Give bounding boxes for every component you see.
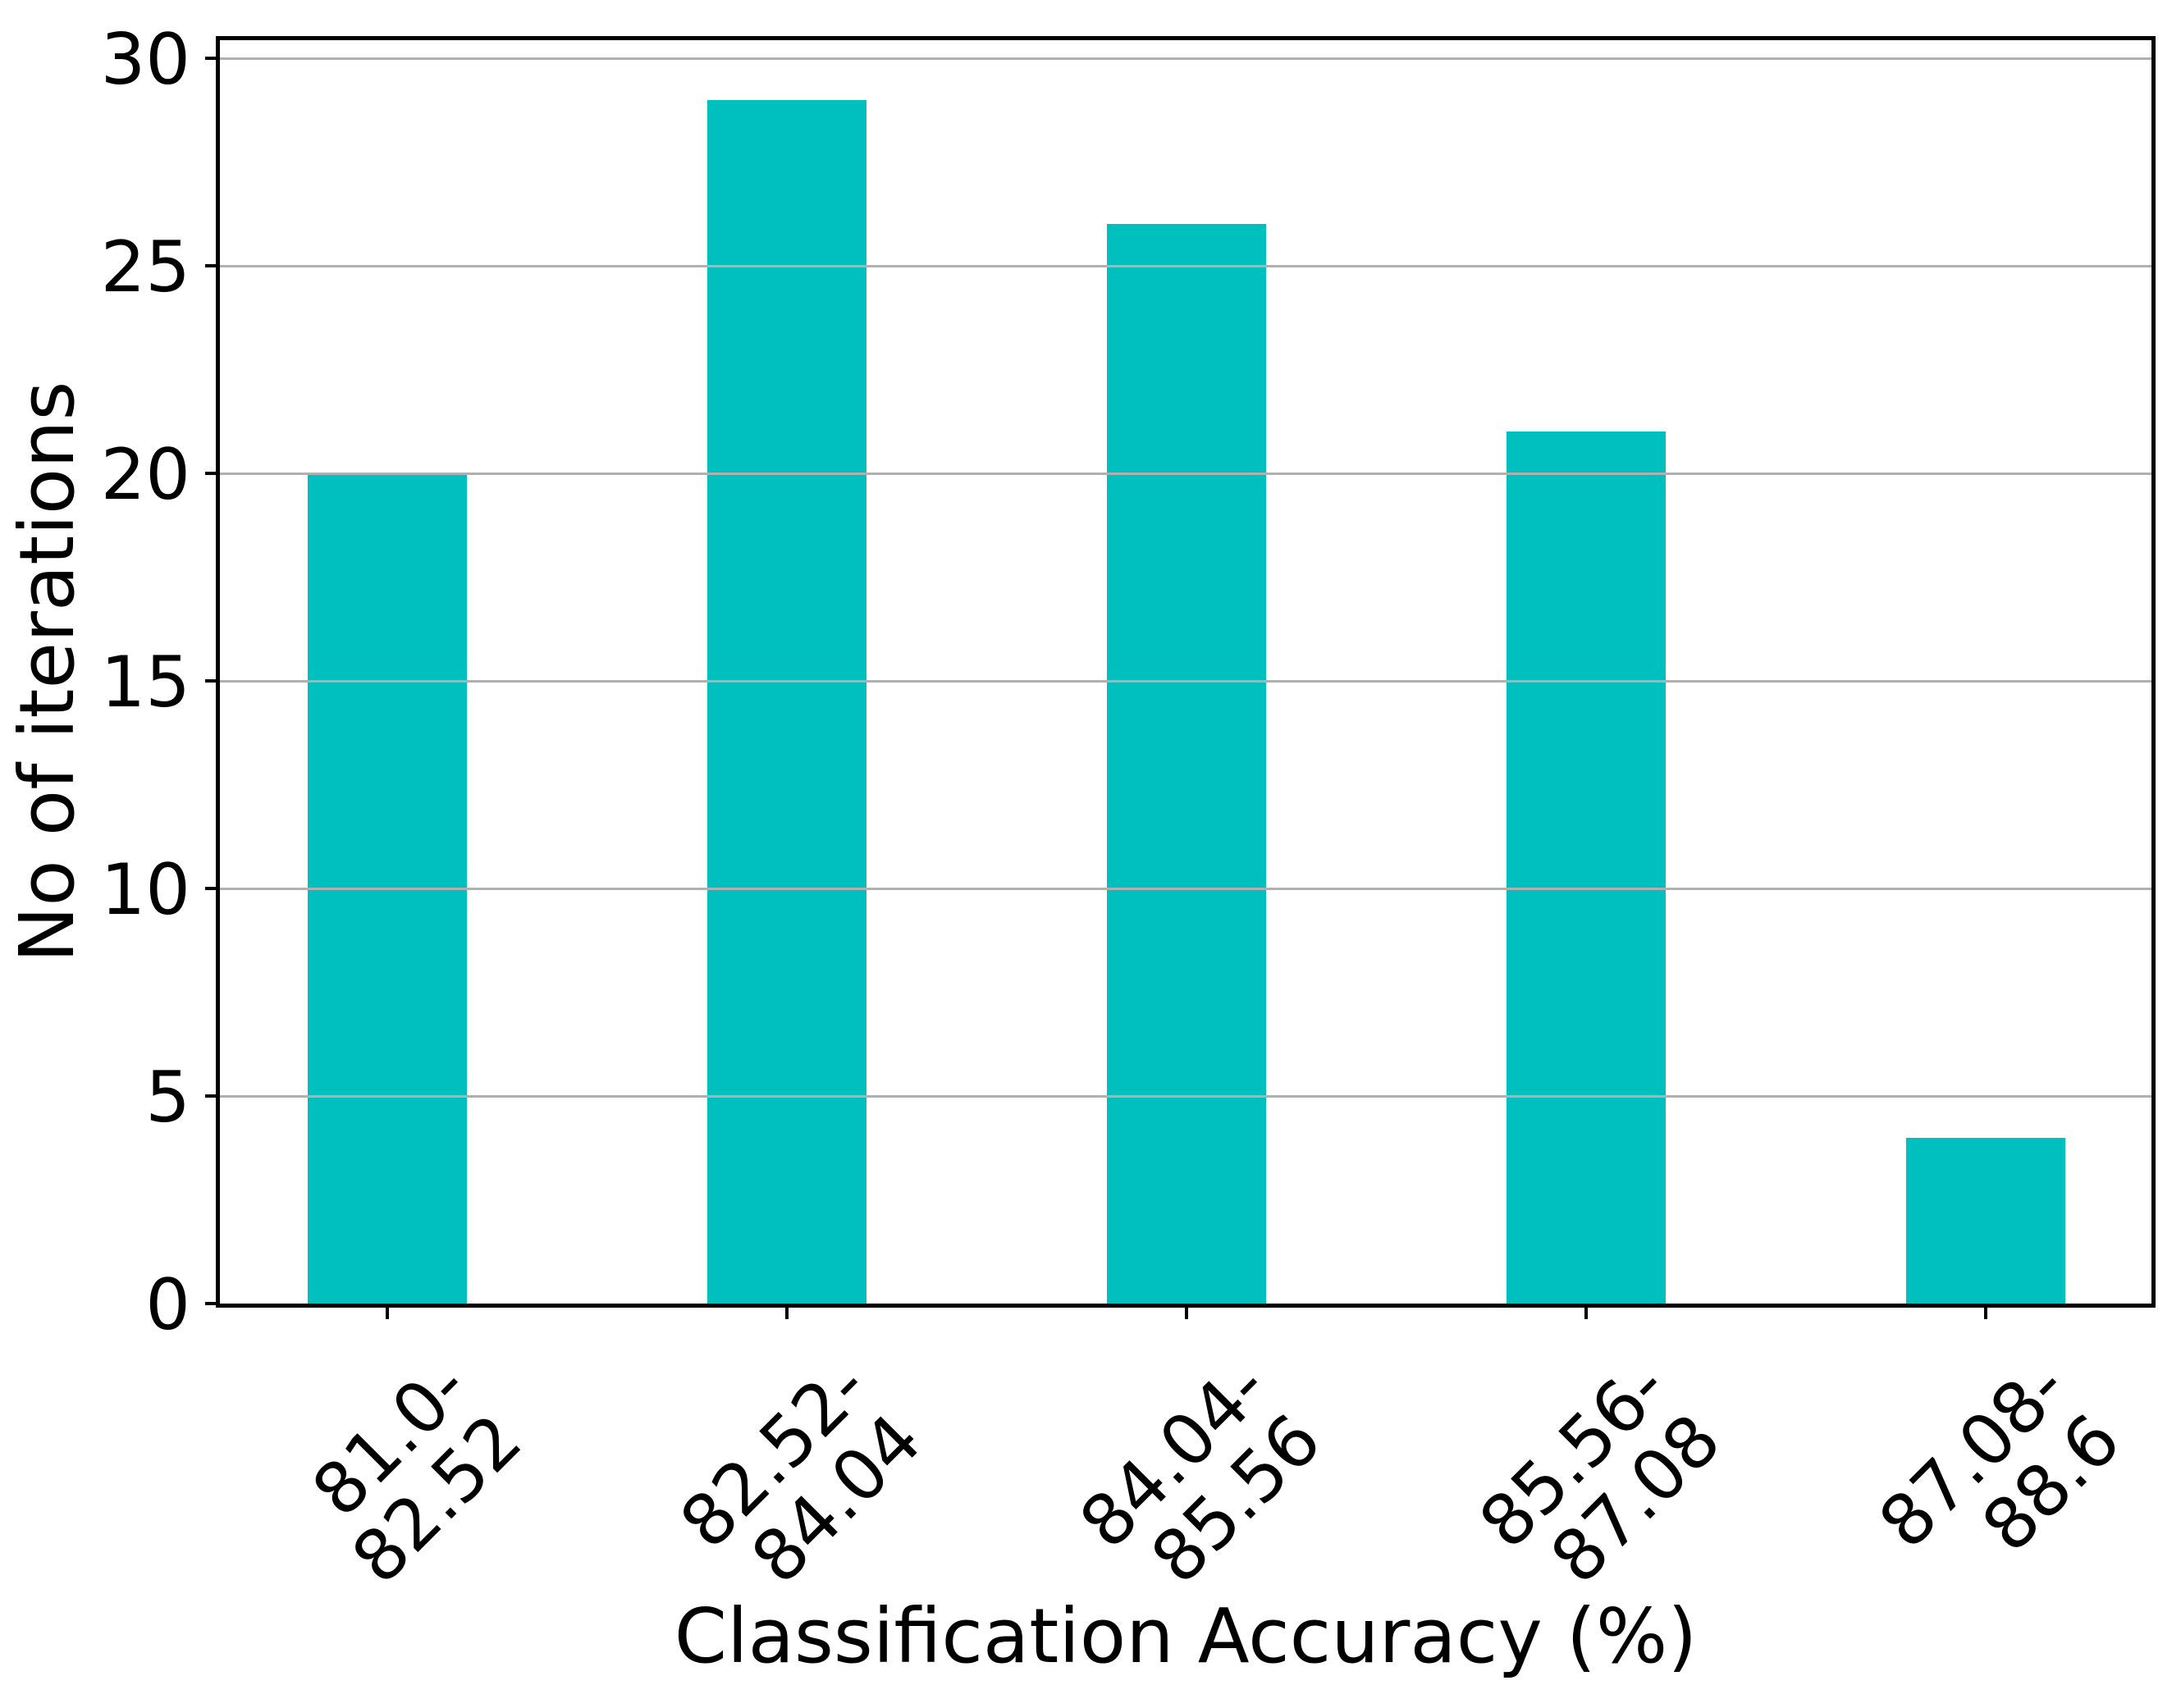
x-axis-label: Classification Accuracy (%) (674, 1592, 1698, 1680)
y-tick-label: 15 (100, 642, 190, 724)
y-tick-mark (205, 1302, 220, 1305)
x-tick-label: 81.0- 82.52 (296, 1345, 537, 1601)
y-tick-label: 30 (100, 19, 190, 101)
x-tick-mark (386, 1306, 389, 1319)
y-tick-label: 10 (100, 849, 190, 931)
plot-area (216, 36, 2156, 1308)
y-tick-label: 20 (100, 434, 190, 516)
bar (707, 99, 866, 1304)
gridline (220, 264, 2151, 267)
y-tick-mark (205, 1094, 220, 1098)
y-tick-mark (205, 679, 220, 683)
bar (1107, 224, 1266, 1304)
y-tick-mark (205, 472, 220, 475)
gridline (220, 679, 2151, 683)
gridline (220, 472, 2151, 475)
gridline (220, 887, 2151, 890)
x-tick-mark (1185, 1306, 1188, 1319)
x-tick-mark (785, 1306, 789, 1319)
x-tick-mark (1984, 1306, 1987, 1319)
gridline (220, 1094, 2151, 1098)
gridline (220, 57, 2151, 60)
y-tick-mark (205, 57, 220, 60)
bar (1507, 432, 1666, 1304)
bar (1906, 1137, 2065, 1304)
y-tick-label: 0 (145, 1264, 190, 1346)
y-tick-label: 25 (100, 226, 190, 308)
y-tick-label: 5 (145, 1057, 190, 1139)
x-tick-label: 87.08- 88.6 (1863, 1345, 2136, 1569)
x-tick-label: 82.52- 84.04 (665, 1345, 937, 1601)
x-tick-mark (1584, 1306, 1588, 1319)
x-tick-label: 85.56- 87.08 (1464, 1345, 1736, 1601)
y-tick-mark (205, 264, 220, 267)
x-tick-label: 84.04- 85.56 (1064, 1345, 1337, 1601)
y-tick-mark (205, 887, 220, 890)
